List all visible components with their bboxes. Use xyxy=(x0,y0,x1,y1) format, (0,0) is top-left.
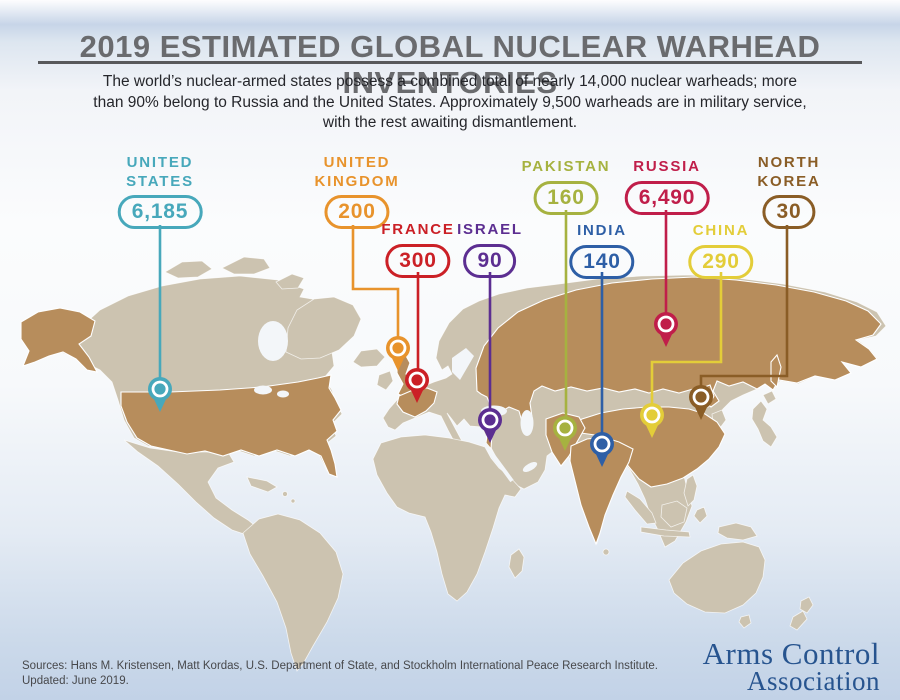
region-caribbean-island xyxy=(290,498,296,504)
country-name: INDIA xyxy=(577,222,627,239)
count-pill: 30 xyxy=(762,195,816,230)
region-australia xyxy=(668,541,766,614)
region-tasmania xyxy=(738,614,752,629)
region-africa xyxy=(372,434,522,602)
great-lake xyxy=(277,390,289,398)
count-pill: 200 xyxy=(324,195,390,230)
region-sulawesi xyxy=(693,506,708,524)
caspian-sea xyxy=(520,410,534,436)
region-hokkaido xyxy=(762,390,777,405)
region-sri-lanka xyxy=(602,548,610,556)
country-name: CHINA xyxy=(692,222,750,239)
country-callout-pakistan: PAKISTAN 160 xyxy=(522,158,611,215)
country-callout-france: FRANCE 300 xyxy=(381,221,454,278)
map-pins xyxy=(148,312,713,467)
sources-block: Sources: Hans M. Kristensen, Matt Kordas… xyxy=(22,659,658,688)
region-new-guinea xyxy=(717,522,758,541)
count-pill: 90 xyxy=(463,243,517,278)
region-philippines xyxy=(683,474,698,507)
title-rule xyxy=(38,61,862,64)
country-russia-shape xyxy=(475,276,882,433)
country-callout-russia: RUSSIA 6,490 xyxy=(624,158,710,215)
map-pin-israel xyxy=(478,408,502,443)
count-pill: 6,185 xyxy=(117,195,203,230)
count-pill: 160 xyxy=(533,180,599,215)
region-greenland xyxy=(285,296,362,360)
region-madagascar xyxy=(508,548,525,579)
callout-line-united-kingdom xyxy=(351,225,400,341)
region-mexico-central-america xyxy=(123,439,259,537)
country-usa-alaska-shape xyxy=(20,307,99,373)
region-arctic-island xyxy=(221,256,271,275)
page-title: 2019 ESTIMATED GLOBAL NUCLEAR WARHEAD IN… xyxy=(79,29,821,100)
country-name: NORTH KOREA xyxy=(757,154,821,190)
region-new-zealand xyxy=(799,596,814,614)
country-name: PAKISTAN xyxy=(521,158,611,175)
callout-line-north-korea xyxy=(699,225,789,390)
great-lake xyxy=(254,385,272,395)
region-cuba xyxy=(246,476,278,493)
map-pin-china xyxy=(640,403,664,438)
sources-text: Sources: Hans M. Kristensen, Matt Kordas… xyxy=(22,660,659,672)
map-pin-united-kingdom xyxy=(386,336,410,371)
country-name: FRANCE xyxy=(381,221,455,238)
country-callout-north-korea: NORTH KOREA 30 xyxy=(757,154,821,230)
map-pin-india xyxy=(590,432,614,467)
map-pin-france xyxy=(405,368,429,403)
land-highlight-group xyxy=(20,276,882,546)
red-sea xyxy=(482,441,514,483)
region-ireland xyxy=(376,370,394,391)
map-pin-united-states xyxy=(148,377,172,412)
region-borneo xyxy=(660,500,688,528)
region-south-america xyxy=(242,513,344,672)
map-pin-north-korea xyxy=(689,385,713,420)
country-callout-united-states: UNITED STATES 6,185 xyxy=(117,154,203,230)
hudson-bay xyxy=(258,321,288,361)
callout-lines xyxy=(158,210,789,437)
subtitle-text: The world’s nuclear-armed states possess… xyxy=(93,73,807,132)
region-arctic-island xyxy=(164,260,213,279)
logo-line2: Association xyxy=(747,666,880,696)
persian-gulf xyxy=(522,461,538,473)
country-name: UNITED KINGDOM xyxy=(314,154,400,190)
region-java xyxy=(640,526,691,538)
country-name: RUSSIA xyxy=(633,158,701,175)
callout-line-china xyxy=(650,272,723,408)
count-pill: 300 xyxy=(385,243,451,278)
baltic-sea xyxy=(452,348,474,380)
country-callout-israel: ISRAEL 90 xyxy=(457,221,523,278)
count-pill: 290 xyxy=(688,244,754,279)
region-new-zealand xyxy=(789,610,808,631)
country-callout-china: CHINA 290 xyxy=(688,222,754,279)
count-pill: 140 xyxy=(569,244,635,279)
country-name: UNITED STATES xyxy=(126,154,194,190)
country-name: ISRAEL xyxy=(457,221,523,238)
region-sumatra xyxy=(624,490,657,525)
country-usa-shape xyxy=(120,374,342,478)
count-pill: 6,490 xyxy=(624,180,710,215)
updated-text: Updated: June 2019. xyxy=(22,674,129,687)
region-arctic-island xyxy=(275,273,305,290)
map-pin-pakistan xyxy=(553,416,577,451)
arms-control-association-logo: Arms Control Association xyxy=(703,638,880,694)
logo-line1: Arms Control xyxy=(702,636,880,671)
region-japan xyxy=(751,400,778,448)
country-callout-india: INDIA 140 xyxy=(569,222,635,279)
country-callout-united-kingdom: UNITED KINGDOM 200 xyxy=(314,154,400,230)
region-caribbean-island xyxy=(282,491,288,497)
region-iceland xyxy=(352,348,386,368)
map-pin-russia xyxy=(654,312,678,347)
